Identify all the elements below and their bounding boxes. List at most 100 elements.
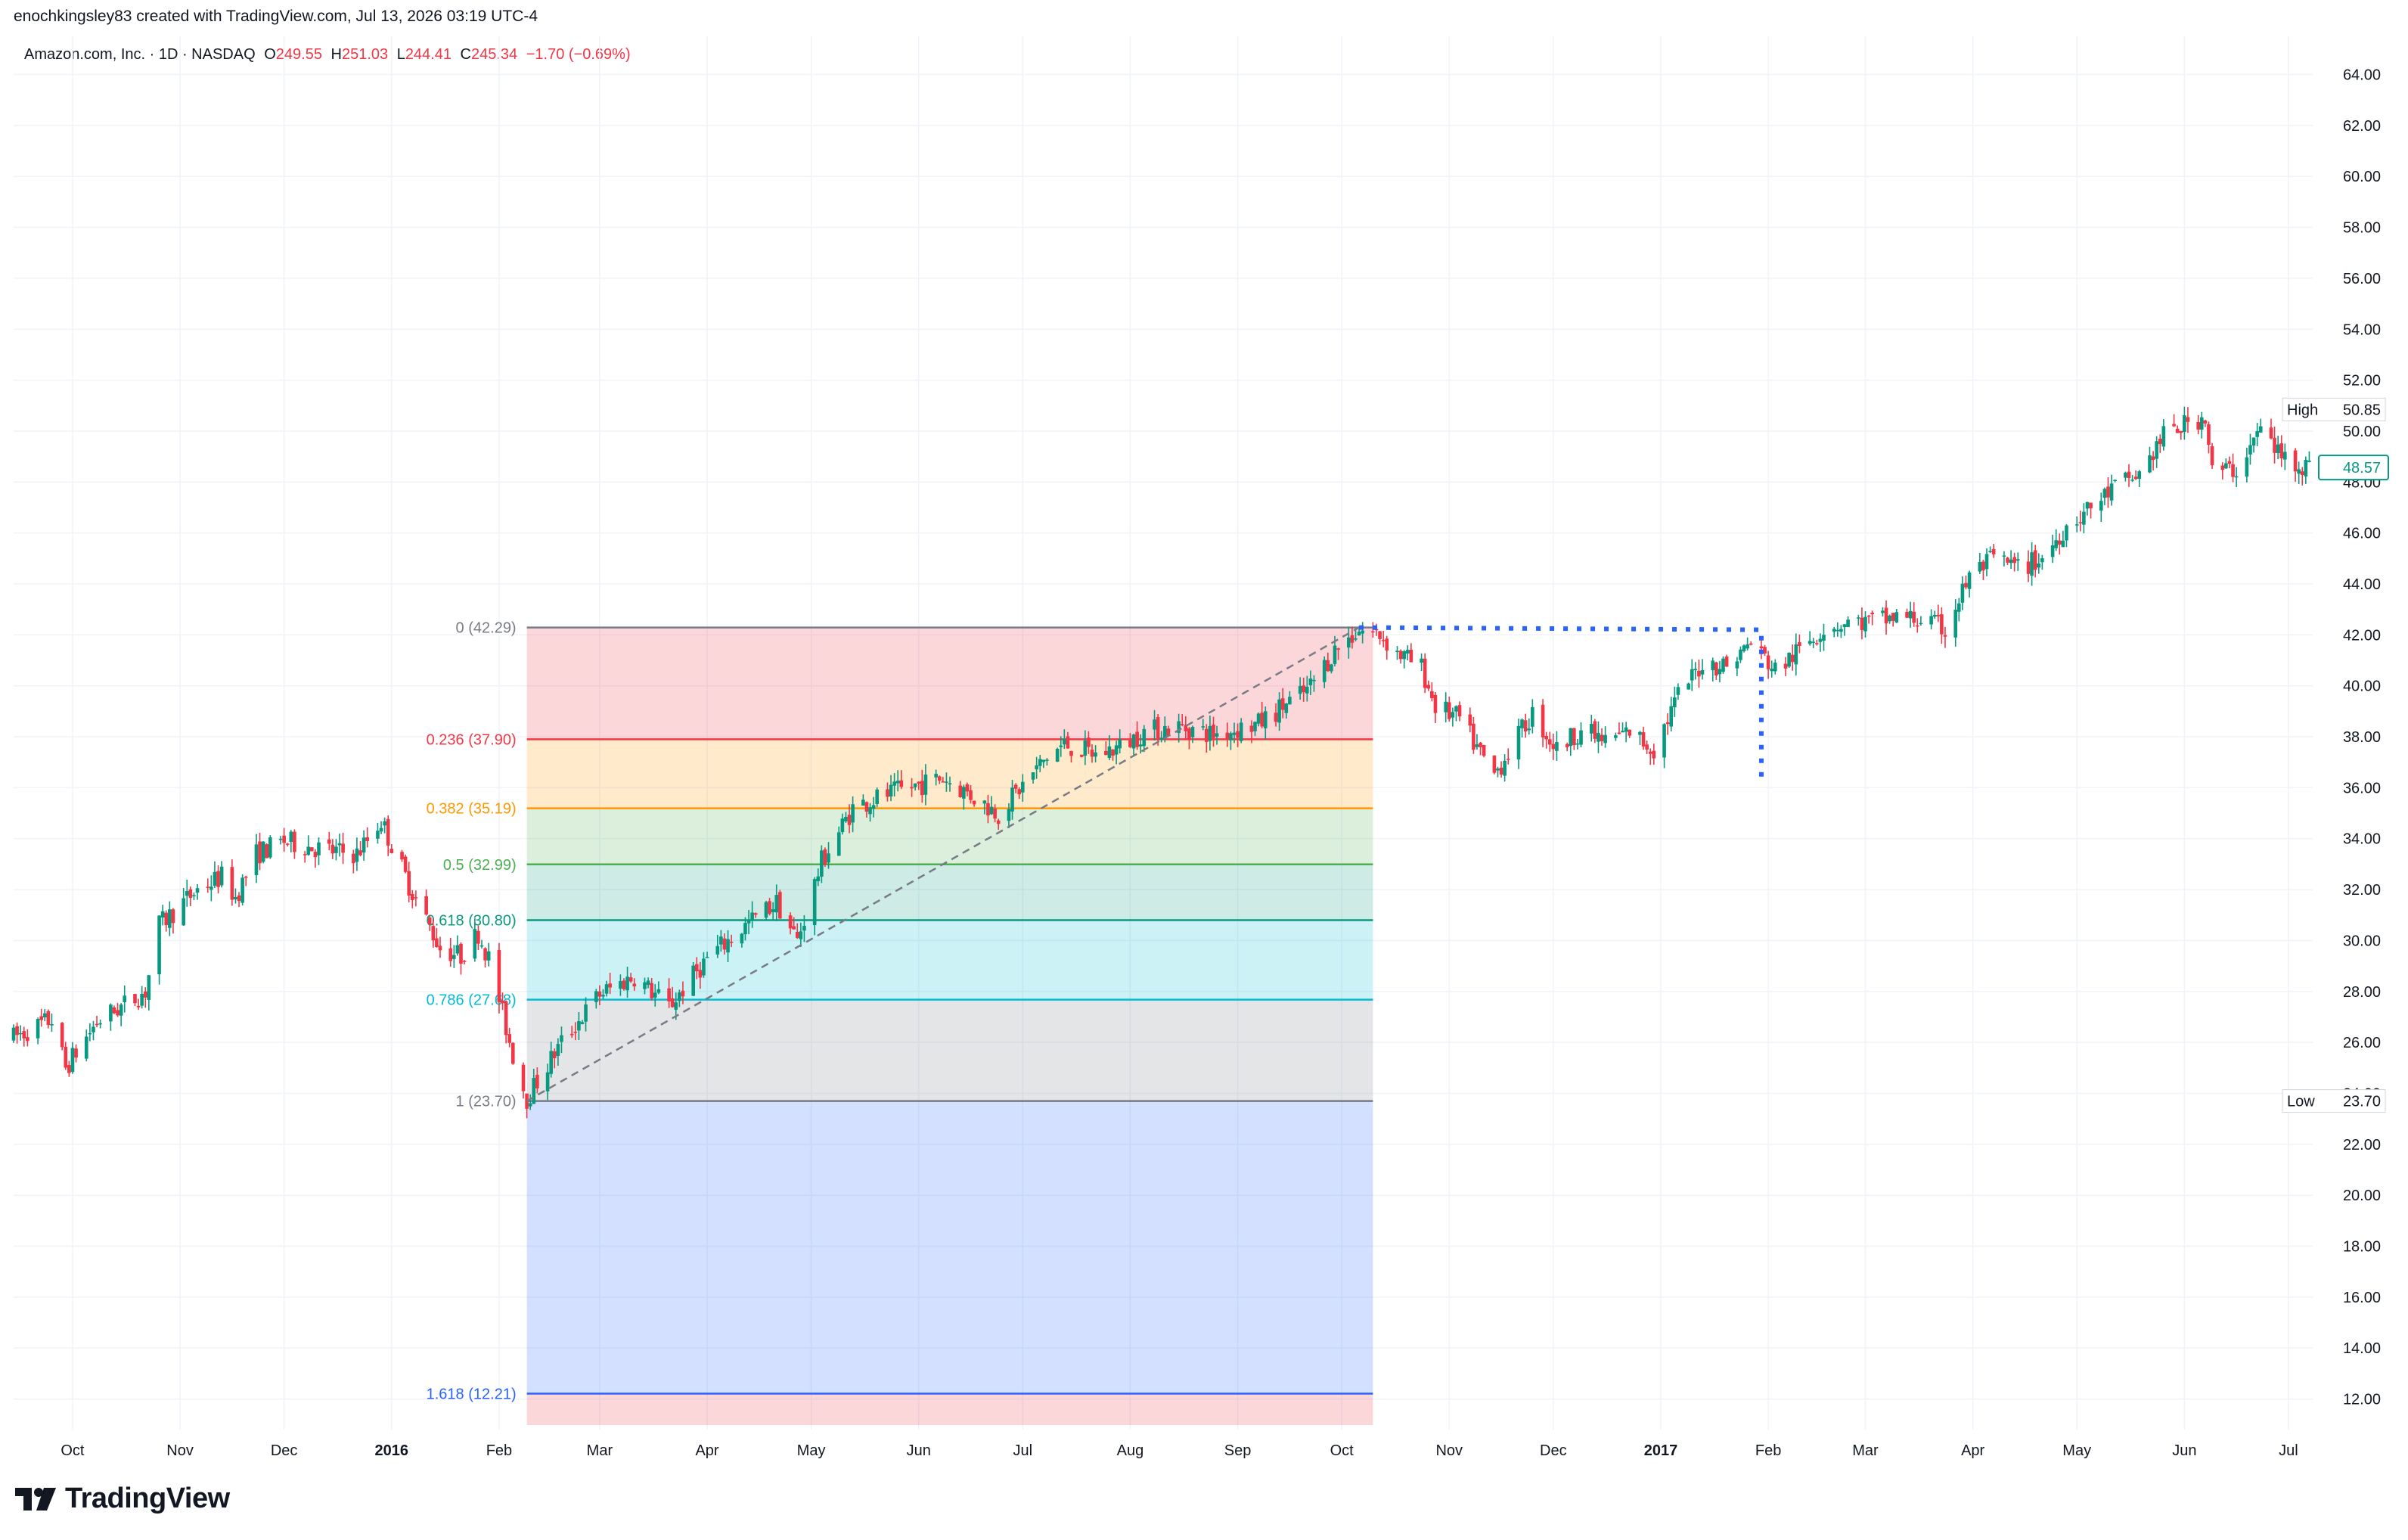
candle-body <box>258 841 262 864</box>
x-axis-tick-label: Mar <box>587 1442 613 1459</box>
candle-body <box>1190 727 1195 737</box>
candle-body <box>1645 744 1649 750</box>
current-price-label: 48.57 <box>2343 460 2381 477</box>
candle-body <box>352 853 355 864</box>
candle-body <box>278 838 283 840</box>
candle-body <box>1138 744 1143 747</box>
candle-body <box>1956 603 1961 612</box>
candle-body <box>958 785 963 797</box>
y-axis-tick-label: 32.00 <box>2343 882 2381 899</box>
candle-body <box>625 976 629 991</box>
candle-body <box>2085 501 2090 509</box>
candle-body <box>726 939 730 953</box>
candle-body <box>937 776 942 781</box>
candle-body <box>1555 742 1559 751</box>
candle-body <box>2148 455 2152 473</box>
candle-body <box>650 983 653 998</box>
candle-body <box>1673 697 1677 708</box>
candle-body <box>1496 768 1500 771</box>
candle-body <box>1423 658 1427 688</box>
candle-body <box>694 964 699 972</box>
y-axis-tick-label: 34.00 <box>2343 831 2381 848</box>
candle-body <box>788 915 793 929</box>
candle-body <box>1280 698 1285 710</box>
candle-body <box>143 991 147 998</box>
candle-body <box>2300 471 2304 475</box>
candle-body <box>861 799 865 806</box>
candle-body <box>1863 616 1867 632</box>
candle-body <box>362 837 366 853</box>
candle-body <box>1641 732 1646 747</box>
candle-body <box>1832 629 1836 632</box>
candle-body <box>2175 428 2180 433</box>
candle-body <box>2089 502 2093 509</box>
candle-body <box>864 802 869 812</box>
candle-body <box>303 854 307 855</box>
candle-body <box>1894 612 1899 623</box>
candle-body <box>2002 555 2006 557</box>
candle-body <box>185 891 189 896</box>
candle-body <box>1007 809 1011 821</box>
candle-body <box>310 847 314 852</box>
candle-body <box>1284 703 1289 713</box>
tradingview-logo[interactable]: TradingView <box>15 1483 230 1515</box>
candle-body <box>389 849 394 853</box>
candle-body <box>802 926 806 931</box>
candle-body <box>1308 678 1313 685</box>
candle-body <box>552 1051 557 1059</box>
candle-body <box>1881 610 1885 613</box>
candle-body <box>1378 631 1382 639</box>
candle-body <box>2273 437 2276 453</box>
candle-body <box>123 995 127 1002</box>
candle-body <box>1808 641 1812 644</box>
candle-body <box>2224 463 2228 469</box>
candle-body <box>1915 625 1919 627</box>
x-axis-tick-label: Dec <box>1540 1442 1567 1459</box>
candle-body <box>1302 685 1306 693</box>
candle-body <box>2179 430 2183 433</box>
candle-body <box>1520 719 1524 728</box>
candle-body <box>2082 511 2086 525</box>
candle-body <box>792 926 796 930</box>
candle-body <box>917 781 921 784</box>
candle-body <box>2061 540 2065 548</box>
open-value: 249.55 <box>275 46 322 63</box>
y-axis-tick-label: 30.00 <box>2343 933 2381 949</box>
candle-body <box>2106 486 2110 498</box>
candle-body <box>1860 617 1864 630</box>
candle-body <box>1079 754 1084 757</box>
candle-body <box>920 781 924 796</box>
candle-body <box>293 831 296 852</box>
candle-body <box>594 991 598 1002</box>
high-value: 251.03 <box>341 46 389 63</box>
candle-body <box>2227 461 2232 464</box>
low-label: L <box>396 46 405 63</box>
candle-body <box>1249 725 1254 732</box>
candle-body <box>889 784 893 797</box>
candle-body <box>1094 752 1097 757</box>
candle-body <box>22 1031 26 1039</box>
candle-body <box>670 998 675 1008</box>
candle-body <box>1083 740 1088 756</box>
candle-body <box>1908 610 1913 619</box>
candle-body <box>1013 784 1018 789</box>
candle-body <box>234 896 237 900</box>
candle-body <box>580 1022 585 1024</box>
candle-body <box>1454 706 1458 712</box>
current-price-badge <box>2318 455 2389 481</box>
x-axis-tick-label: Nov <box>1435 1442 1463 1459</box>
symbol-name[interactable]: Amazon.com, Inc. · 1D · NASDAQ <box>24 46 256 63</box>
candle-body <box>1038 759 1042 766</box>
candle-body <box>1669 706 1674 727</box>
candle-body <box>573 1032 578 1033</box>
fib-zone <box>526 1101 1373 1394</box>
candle-body <box>1118 739 1122 749</box>
candle-body <box>1547 739 1552 745</box>
high-badge <box>2282 397 2386 421</box>
candle-body <box>483 948 487 961</box>
high-label: H <box>330 46 342 63</box>
candle-body <box>1676 687 1680 695</box>
x-axis-tick-label: Jun <box>2172 1442 2196 1459</box>
candle-body <box>219 866 224 886</box>
